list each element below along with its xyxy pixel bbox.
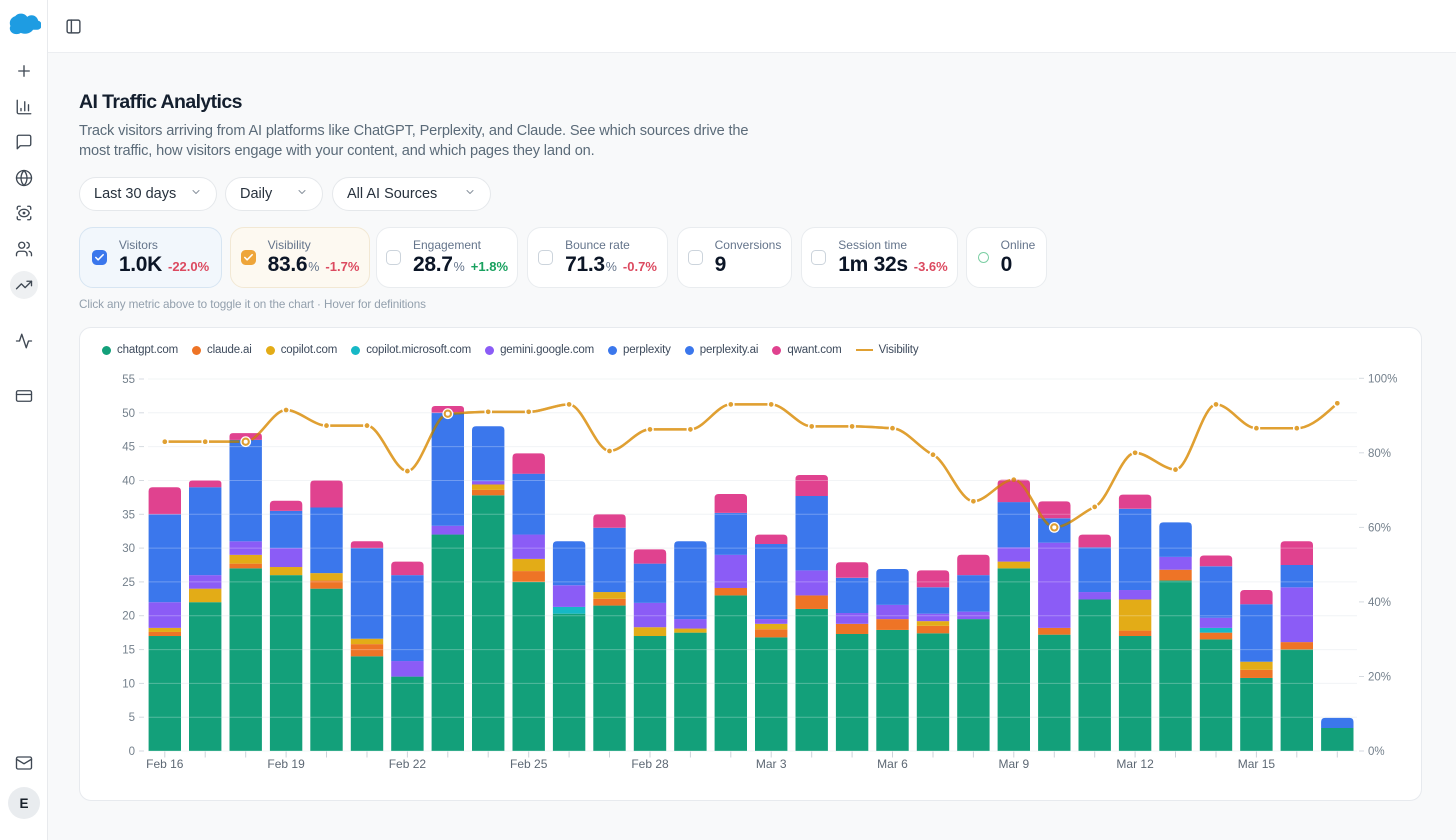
svg-text:20%: 20% <box>1368 672 1391 684</box>
svg-text:80%: 80% <box>1368 448 1391 460</box>
svg-text:0: 0 <box>129 746 135 758</box>
svg-text:50: 50 <box>122 408 135 420</box>
svg-text:Mar 6: Mar 6 <box>877 757 908 771</box>
svg-text:40: 40 <box>122 476 135 488</box>
svg-text:5: 5 <box>129 712 135 724</box>
svg-text:25: 25 <box>122 577 135 589</box>
svg-text:Mar 12: Mar 12 <box>1116 757 1154 771</box>
svg-text:Feb 19: Feb 19 <box>267 757 305 771</box>
svg-text:10: 10 <box>122 678 135 690</box>
svg-text:100%: 100% <box>1368 373 1397 385</box>
svg-text:35: 35 <box>122 509 135 521</box>
svg-text:55: 55 <box>122 374 135 386</box>
svg-text:Mar 15: Mar 15 <box>1238 757 1276 771</box>
svg-text:15: 15 <box>122 645 135 657</box>
svg-text:45: 45 <box>122 442 135 454</box>
svg-text:60%: 60% <box>1368 522 1391 534</box>
svg-text:0%: 0% <box>1368 746 1385 758</box>
svg-text:Feb 16: Feb 16 <box>146 757 184 771</box>
svg-text:Feb 25: Feb 25 <box>510 757 548 771</box>
svg-text:Mar 9: Mar 9 <box>998 757 1029 771</box>
svg-text:20: 20 <box>122 611 135 623</box>
svg-text:Mar 3: Mar 3 <box>756 757 787 771</box>
svg-text:30: 30 <box>122 543 135 555</box>
svg-text:Feb 28: Feb 28 <box>631 757 669 771</box>
svg-text:Feb 22: Feb 22 <box>389 757 427 771</box>
svg-text:40%: 40% <box>1368 597 1391 609</box>
